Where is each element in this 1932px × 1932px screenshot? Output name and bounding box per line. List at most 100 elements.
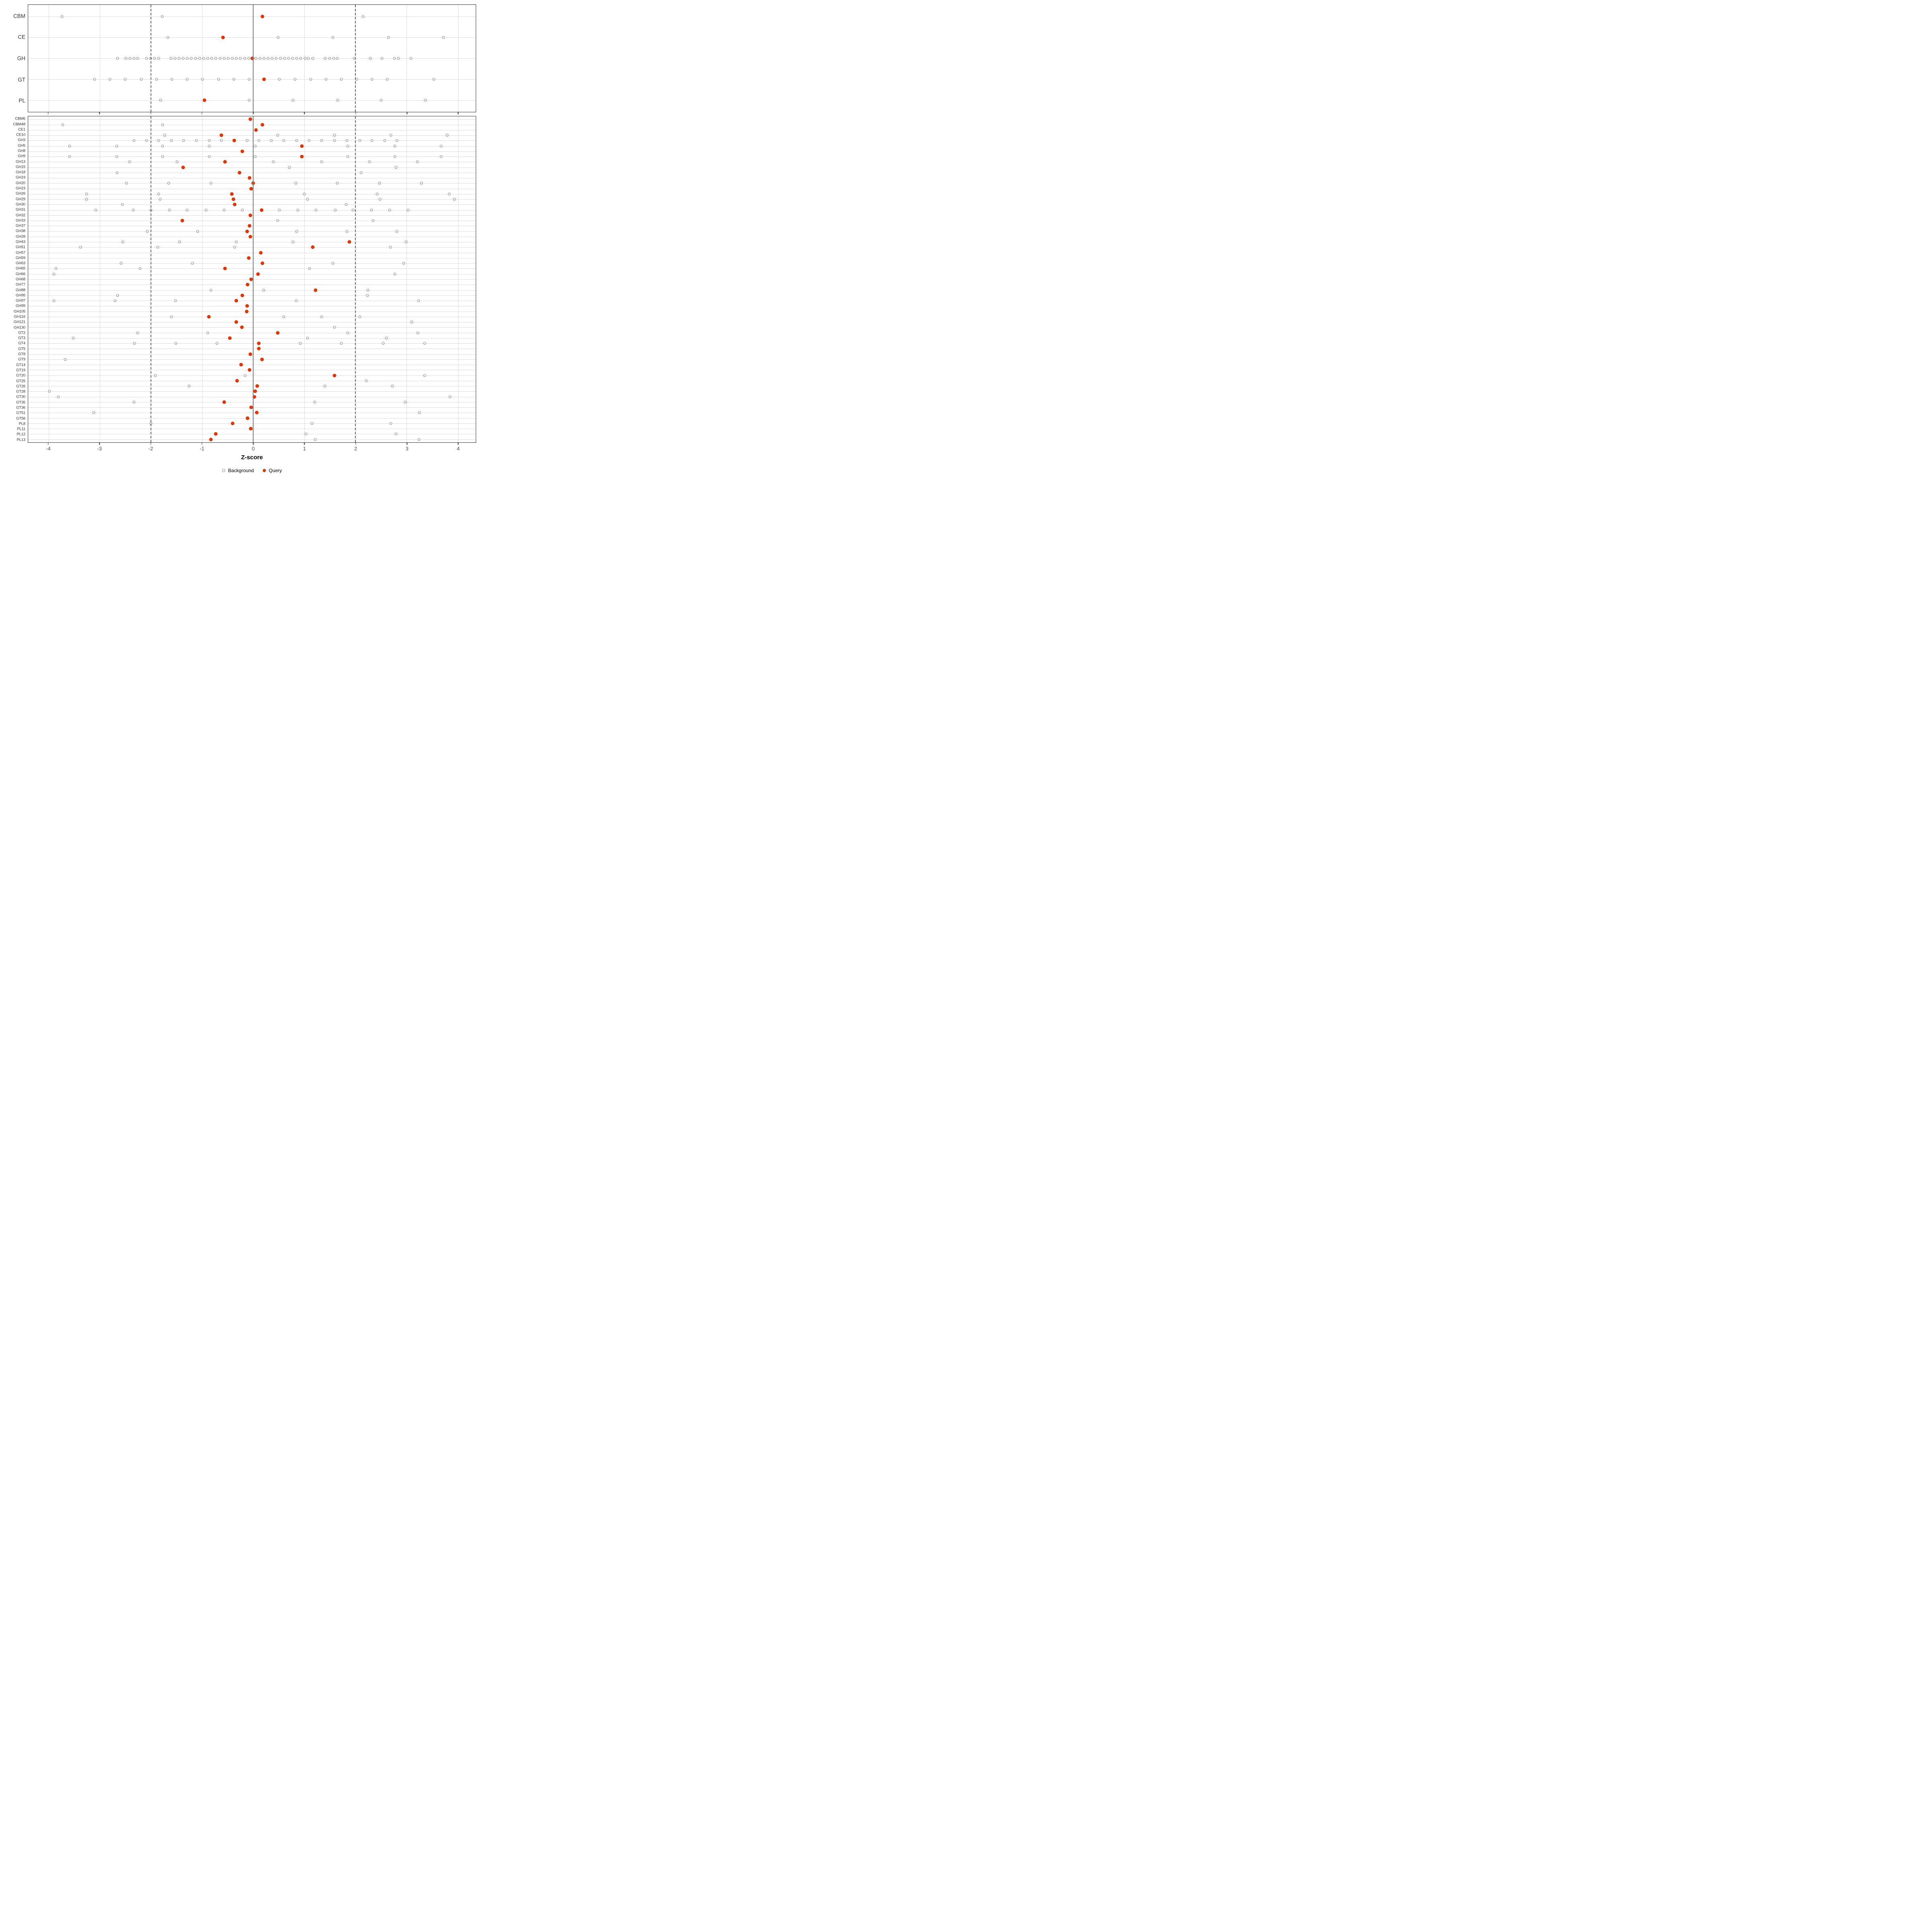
y-axis-label-GH18: GH18 [15, 170, 25, 175]
background-point-GH43 [178, 240, 181, 244]
query-point-GT28 [253, 389, 257, 393]
background-point-GH9 [254, 155, 257, 158]
y-axis-label-CE1: CE1 [18, 127, 25, 132]
query-point-GH130 [240, 325, 244, 329]
background-point-GH [311, 57, 314, 60]
background-point-GH31 [186, 208, 189, 212]
y-axis-label-PL12: PL12 [17, 432, 26, 437]
x-tick-label--2: -2 [148, 446, 153, 452]
background-point-GH3 [132, 139, 136, 142]
background-point-GT20 [154, 374, 157, 377]
x-tick-mark [253, 112, 254, 114]
background-point-GH9 [346, 155, 349, 158]
background-point-GH3 [270, 139, 273, 142]
background-point-GH33 [276, 219, 279, 222]
background-point-GT2 [416, 331, 419, 334]
background-point-GH116 [170, 315, 173, 318]
legend: Background Query [222, 468, 282, 473]
y-axis-label-CE10: CE10 [16, 132, 25, 137]
background-point-PL [380, 99, 383, 102]
y-axis-label-GT56: GT56 [16, 416, 25, 421]
background-point-GH26 [157, 192, 160, 196]
y-axis-label-GH130: GH130 [13, 325, 25, 330]
query-point-GT36 [249, 405, 253, 409]
background-point-GT3 [385, 336, 388, 340]
background-point-GH31 [223, 208, 226, 212]
background-point-GH116 [282, 315, 285, 318]
background-point-GH [214, 57, 217, 60]
background-point-GH29 [378, 198, 382, 201]
background-point-GH20 [209, 182, 213, 185]
y-axis-label-GH8: GH8 [18, 149, 25, 153]
background-point-GT4 [133, 342, 136, 345]
query-point-GH26 [230, 192, 234, 196]
background-point-GT [248, 78, 251, 81]
background-point-GT [186, 78, 189, 81]
row-gridline [28, 295, 476, 296]
background-point-GH31 [94, 208, 97, 212]
background-point-GT4 [382, 342, 385, 345]
background-point-PL [336, 99, 339, 102]
background-point-GH20 [378, 182, 381, 185]
background-point-GT2 [136, 331, 139, 334]
query-point-GH66 [256, 272, 260, 276]
background-point-GH38 [146, 230, 149, 233]
row-gridline [28, 263, 476, 264]
y-axis-label-GH26: GH26 [15, 191, 25, 196]
background-point-PL12 [394, 432, 398, 436]
background-point-GH31 [407, 208, 410, 212]
background-point-GH26 [376, 192, 379, 196]
y-axis-label-GT3: GT3 [18, 336, 25, 341]
background-point-GH [198, 57, 201, 60]
y-axis-label-GH95: GH95 [15, 293, 25, 298]
y-axis-label-GH31: GH31 [15, 207, 25, 212]
background-point-GH63 [331, 262, 334, 265]
background-point-GH [291, 57, 294, 60]
background-point-GH33 [372, 219, 375, 222]
background-point-GH97 [417, 299, 420, 302]
query-point-GH23 [249, 187, 253, 191]
background-point-GH3 [157, 139, 160, 142]
background-point-GH3 [220, 139, 223, 142]
background-point-GH31 [314, 208, 318, 212]
query-point-GH32 [248, 213, 252, 217]
family-panel [28, 116, 476, 443]
y-axis-label-GT2: GT2 [18, 330, 25, 335]
y-axis-label-PL13: PL13 [17, 438, 26, 442]
query-point-PL [202, 98, 206, 102]
query-point-GH105 [245, 310, 249, 314]
x-tick-mark [355, 112, 356, 114]
background-point-GH63 [120, 262, 123, 265]
background-point-GH [190, 57, 193, 60]
y-axis-label-GT: GT [18, 76, 25, 83]
x-tick-mark [253, 443, 254, 445]
background-point-GH29 [159, 198, 162, 201]
query-point-GH59 [247, 256, 251, 260]
background-point-GH [210, 57, 213, 60]
background-point-GT30 [448, 395, 452, 398]
background-point-GH26 [448, 192, 451, 196]
query-point-GT35 [222, 400, 226, 404]
background-point-GH88 [366, 289, 369, 291]
background-point-GH [194, 57, 197, 60]
row-gridline [28, 231, 476, 232]
background-point-GH3 [208, 139, 211, 142]
background-point-GH [279, 57, 282, 60]
background-point-GT20 [244, 374, 247, 377]
y-axis-label-CBM48: CBM48 [13, 122, 25, 127]
query-point-GT5 [257, 347, 261, 351]
query-point-GT2 [276, 331, 280, 335]
background-point-GT51 [418, 411, 421, 414]
background-point-GH [283, 57, 286, 60]
row-gridline [28, 343, 476, 344]
background-point-GH29 [453, 198, 456, 201]
background-point-GH15 [394, 166, 398, 169]
background-point-GT25 [365, 379, 368, 382]
background-point-GT [293, 78, 297, 81]
query-point-PL11 [249, 427, 253, 431]
row-gridline [28, 338, 476, 339]
background-point-GH66 [393, 272, 396, 276]
query-point-GT19 [248, 368, 252, 372]
background-point-GH20 [336, 182, 339, 185]
background-point-GH51 [233, 246, 236, 249]
